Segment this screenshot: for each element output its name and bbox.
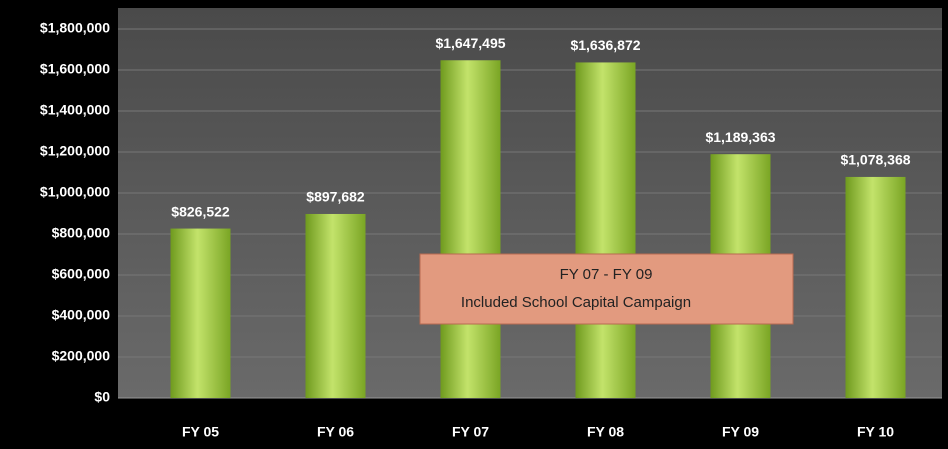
- bar: [170, 228, 231, 398]
- value-label: $1,189,363: [705, 129, 775, 145]
- bar: [305, 213, 366, 398]
- bar: [845, 176, 906, 398]
- y-tick-label: $400,000: [52, 307, 111, 323]
- y-tick-label: $0: [94, 389, 110, 405]
- value-label: $897,682: [306, 189, 365, 205]
- x-tick-label: FY 05: [182, 424, 219, 440]
- bar: [440, 60, 501, 399]
- x-tick-label: FY 07: [452, 424, 489, 440]
- y-tick-label: $200,000: [52, 348, 111, 364]
- y-tick-label: $1,000,000: [40, 184, 110, 200]
- value-label: $1,078,368: [840, 152, 910, 168]
- x-tick-label: FY 06: [317, 424, 354, 440]
- y-tick-label: $1,200,000: [40, 143, 110, 159]
- bar: [575, 62, 636, 399]
- y-tick-label: $600,000: [52, 266, 111, 282]
- x-tick-label: FY 09: [722, 424, 759, 440]
- value-label: $826,522: [171, 203, 230, 219]
- y-tick-label: $1,400,000: [40, 102, 110, 118]
- y-tick-label: $1,800,000: [40, 20, 110, 36]
- y-tick-label: $1,600,000: [40, 61, 110, 77]
- annotation: Included School Capital Campaign: [461, 294, 691, 311]
- value-label: $1,647,495: [435, 35, 505, 51]
- x-tick-label: FY 08: [587, 424, 624, 440]
- plot-area: [118, 8, 942, 398]
- value-label: $1,636,872: [570, 37, 640, 53]
- annotation-box: [419, 253, 794, 325]
- annotation: FY 07 - FY 09: [560, 266, 653, 283]
- x-tick-label: FY 10: [857, 424, 894, 440]
- y-tick-label: $800,000: [52, 225, 111, 241]
